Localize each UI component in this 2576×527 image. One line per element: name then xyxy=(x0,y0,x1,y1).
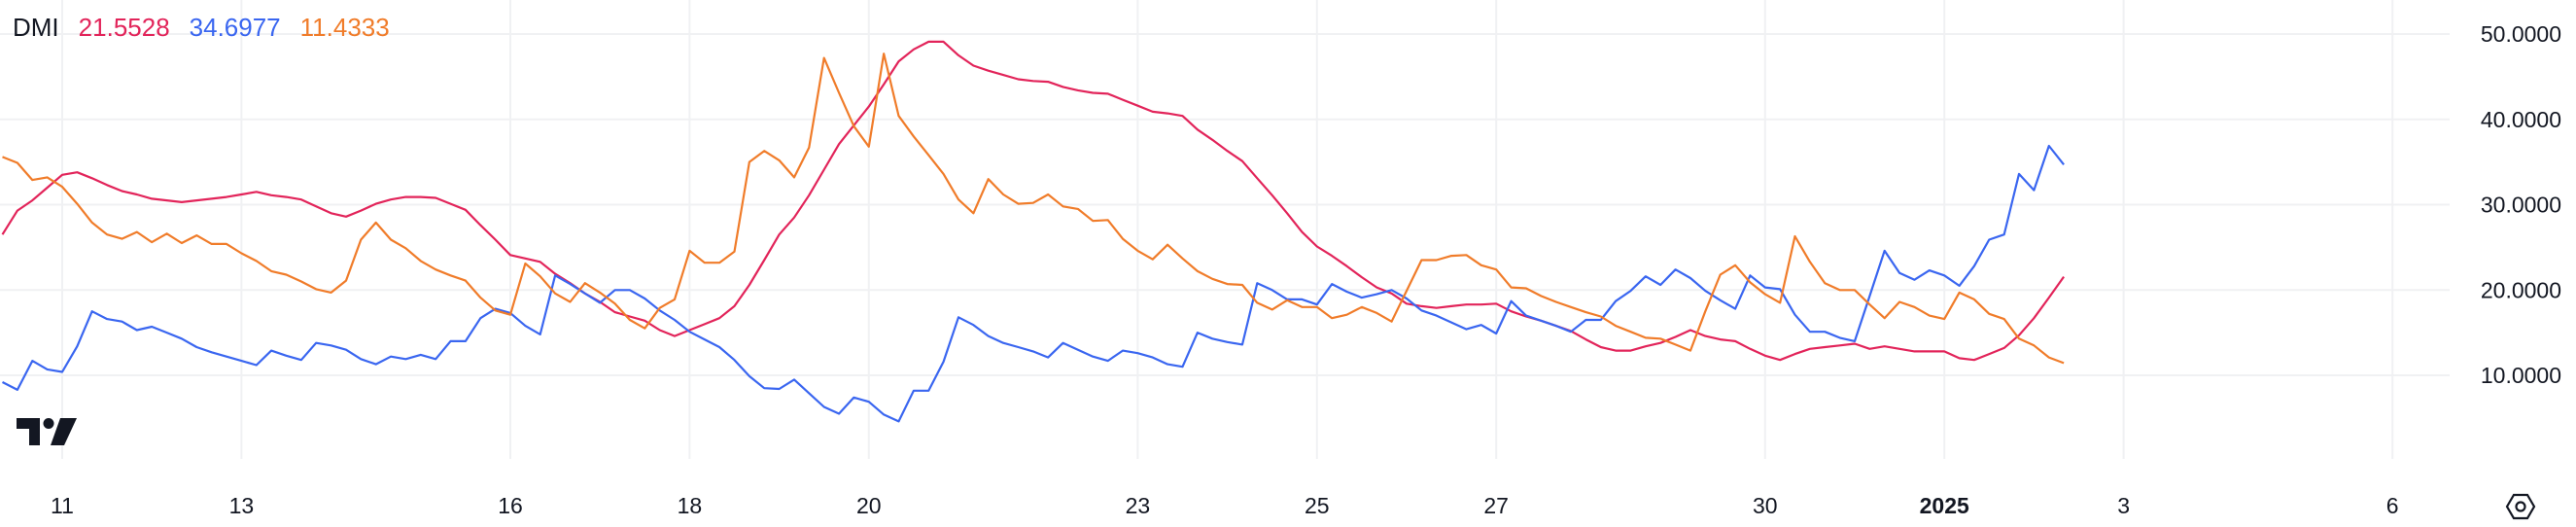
series-line-blue xyxy=(1,144,2065,423)
legend-value-blue: 34.6977 xyxy=(189,13,281,42)
series-line-red xyxy=(1,40,2065,362)
x-tick-label: 30 xyxy=(1753,493,1778,518)
x-tick-label: 27 xyxy=(1483,493,1509,518)
y-tick-label: 50.0000 xyxy=(2481,21,2561,47)
y-tick-label: 10.0000 xyxy=(2481,363,2561,388)
grid xyxy=(0,0,2450,459)
price-axis[interactable]: 10.0000 20.0000 30.0000 40.0000 50.0000 xyxy=(2481,21,2561,388)
settings-icon[interactable] xyxy=(2505,493,2536,520)
x-tick-label: 18 xyxy=(678,493,703,518)
tradingview-logo[interactable] xyxy=(17,418,77,445)
legend[interactable]: DMI 21.5528 34.6977 11.4333 xyxy=(13,12,390,43)
y-tick-label: 40.0000 xyxy=(2481,107,2561,132)
x-tick-label: 2025 xyxy=(1920,493,1969,518)
x-tick-label: 13 xyxy=(229,493,255,518)
legend-value-red: 21.5528 xyxy=(78,13,170,42)
y-tick-label: 20.0000 xyxy=(2481,277,2561,302)
y-tick-label: 30.0000 xyxy=(2481,193,2561,218)
x-tick-label: 16 xyxy=(498,493,523,518)
x-tick-label: 6 xyxy=(2386,493,2399,518)
x-tick-label: 23 xyxy=(1126,493,1151,518)
legend-value-orange: 11.4333 xyxy=(299,13,390,42)
time-axis[interactable]: 11 13 16 18 20 23 25 27 30 2025 3 6 xyxy=(51,493,2399,518)
series-line-orange xyxy=(2,53,2065,365)
x-tick-label: 3 xyxy=(2117,493,2130,518)
x-tick-label: 20 xyxy=(856,493,882,518)
series-lines xyxy=(1,40,2065,423)
x-tick-label: 25 xyxy=(1305,493,1330,518)
legend-title: DMI xyxy=(13,13,59,42)
x-tick-label: 11 xyxy=(51,493,74,518)
